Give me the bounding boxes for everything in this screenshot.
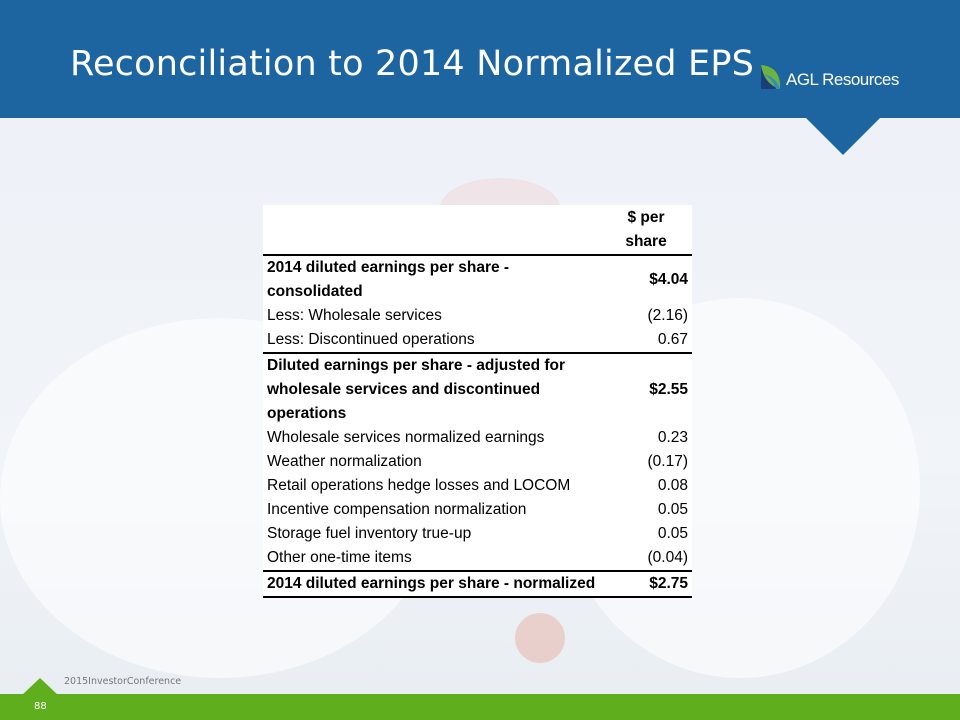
- leaf-logo-icon: [761, 65, 781, 89]
- agl-logo: AGL Resources: [760, 64, 899, 90]
- logo-text: AGL Resources: [786, 70, 899, 89]
- table-row: Wholesale services normalized earnings 0.…: [267, 429, 688, 446]
- conference-label: 2015InvestorConference: [64, 676, 182, 687]
- table-row: Other one-time items (0.04): [267, 549, 688, 566]
- column-header: $ per share: [600, 205, 692, 256]
- slide-header: Reconciliation to 2014 Normalized EPS AG…: [0, 0, 960, 118]
- table-row: Incentive compensation normalization 0.05: [267, 501, 688, 518]
- table-row: Storage fuel inventory true-up 0.05: [267, 525, 688, 542]
- table-row: Less: Discontinued operations 0.67: [263, 328, 692, 354]
- table-total-row: 2014 diluted earnings per share - normal…: [263, 570, 692, 598]
- eps-reconciliation-table: $ per share 2014 diluted earnings per sh…: [263, 205, 692, 598]
- slide-footer: [0, 694, 960, 720]
- table-row: 2014 diluted earnings per share - consol…: [267, 259, 688, 300]
- header-notch: [805, 117, 881, 155]
- slide-title: Reconciliation to 2014 Normalized EPS: [70, 44, 755, 84]
- page-number: 88: [34, 701, 47, 712]
- footer-tab: [22, 678, 58, 695]
- table-row: Retail operations hedge losses and LOCOM…: [267, 477, 688, 494]
- table-row: Weather normalization (0.17): [267, 453, 688, 470]
- table-header-row: $ per share: [263, 205, 692, 256]
- table-row: Less: Wholesale services (2.16): [267, 307, 688, 324]
- table-row: Diluted earnings per share - adjusted fo…: [267, 357, 688, 422]
